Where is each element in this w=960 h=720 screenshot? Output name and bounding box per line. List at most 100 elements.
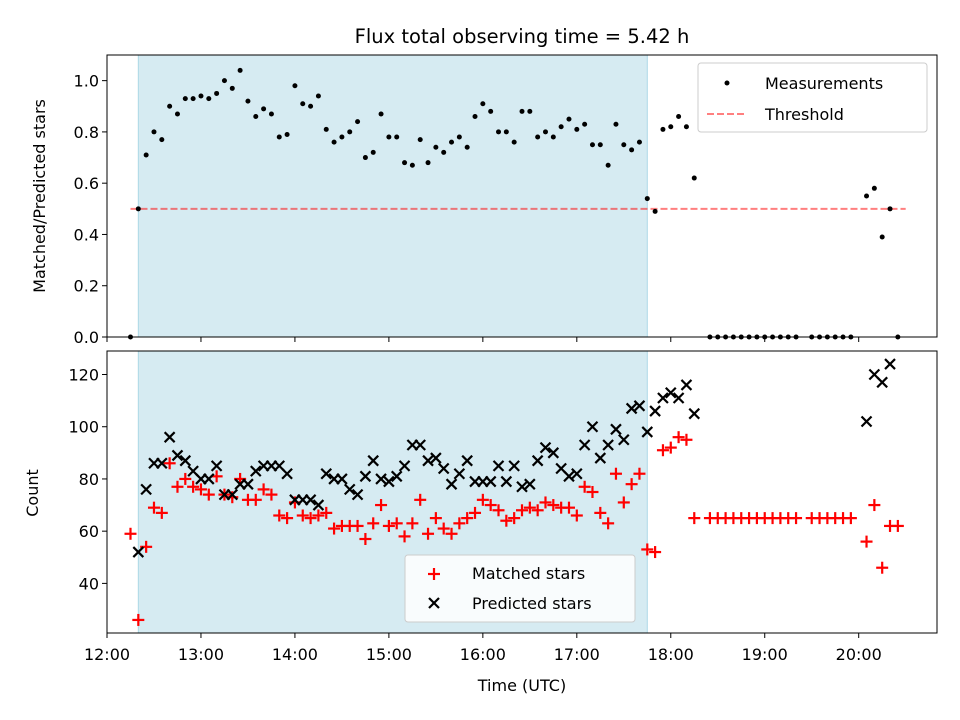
matched-point <box>484 499 497 512</box>
top-axes-frame <box>106 54 938 338</box>
measurement-point <box>214 90 220 96</box>
measurement-point <box>574 126 580 132</box>
predicted-point <box>563 470 575 483</box>
predicted-point <box>171 449 184 462</box>
predicted-point <box>672 392 685 404</box>
predicted-point <box>163 431 176 443</box>
measurement-point <box>456 134 462 140</box>
top-shaded-interval <box>137 54 648 338</box>
predicted-point <box>179 454 192 467</box>
measurement-point <box>323 126 329 132</box>
measurement-point <box>143 152 149 158</box>
matched-point <box>414 493 427 506</box>
predicted-point <box>492 460 505 472</box>
predicted-point <box>351 488 364 501</box>
matched-point <box>367 517 380 530</box>
predicted-point <box>453 467 466 480</box>
measurement-point <box>676 114 682 120</box>
measurement-point <box>519 108 525 114</box>
matched-point <box>390 517 403 530</box>
predicted-point <box>398 460 411 472</box>
measurement-point <box>245 98 251 104</box>
bottom-y-axis-label: Count <box>23 469 42 517</box>
predicted-point <box>657 392 669 404</box>
measurement-point <box>292 83 298 89</box>
measurement-point <box>308 103 314 109</box>
matched-point <box>844 512 857 525</box>
predicted-point <box>578 439 591 451</box>
matched-point <box>437 522 450 535</box>
predicted-point <box>625 402 638 415</box>
measurement-point <box>276 134 282 140</box>
matched-point <box>351 519 364 532</box>
chart-title: Flux total observing time = 5.42 h <box>355 25 690 48</box>
top-legend-box <box>697 62 928 133</box>
y-tick-label: 100 <box>68 418 99 437</box>
measurement-point <box>229 85 235 91</box>
matched-point <box>296 509 309 522</box>
measurement-point <box>629 147 635 153</box>
measurement-point <box>347 129 353 135</box>
predicted-point <box>524 478 536 490</box>
bottom-panel: 40 60 80 100 120 12:00 13:00 14:00 15:00 16:00 17… <box>23 350 938 695</box>
legend-threshold-label: Threshold <box>764 105 844 124</box>
y-tick-label: 60 <box>79 522 99 541</box>
predicted-point <box>422 454 434 467</box>
measurement-point <box>871 185 877 191</box>
measurement-point <box>683 124 689 130</box>
measurement-point <box>284 131 290 137</box>
predicted-point <box>336 473 348 485</box>
y-tick-label: 0.0 <box>74 328 99 347</box>
bottom-x-axis: 12:00 13:00 14:00 15:00 16:00 17:00 18:00 19:00… <box>84 633 882 664</box>
measurement-point <box>636 139 642 145</box>
measurement-point <box>511 139 517 145</box>
x-tick-label: 13:00 <box>178 645 224 664</box>
legend-matched-marker <box>428 568 440 580</box>
bottom-legend-box <box>404 554 636 623</box>
measurement-point <box>159 137 165 143</box>
matched-point <box>445 527 458 540</box>
matched-point <box>672 431 685 444</box>
measurement-point <box>496 129 502 135</box>
y-tick-label: 80 <box>79 470 99 489</box>
matched-point <box>516 504 528 517</box>
predicted-point <box>437 462 450 475</box>
matched-point <box>179 472 192 485</box>
predicted-point <box>445 478 458 490</box>
measurement-point <box>386 134 392 140</box>
matched-point <box>860 535 873 548</box>
predicted-point <box>242 478 254 490</box>
predicted-point <box>539 441 552 454</box>
predicted-point <box>884 358 896 370</box>
predicted-point <box>203 473 215 485</box>
predicted-point <box>610 423 622 436</box>
matched-point <box>876 561 889 574</box>
matched-point <box>320 506 333 519</box>
top-y-axis-label: Matched/Predicted stars <box>30 99 49 293</box>
measurement-point <box>550 134 556 140</box>
measurement-point <box>190 96 196 102</box>
predicted-point <box>602 439 614 451</box>
predicted-point <box>375 473 387 485</box>
predicted-point <box>508 460 520 472</box>
measurement-point <box>135 206 141 212</box>
matched-point <box>562 501 575 514</box>
matched-point <box>578 480 591 493</box>
measurement-point <box>253 114 259 120</box>
measurement-point <box>433 144 439 150</box>
legend-measurements-label: Measurements <box>765 74 883 93</box>
matched-point <box>868 499 881 512</box>
top-y-axis: 0.0 0.2 0.4 0.6 0.8 1.0 <box>74 72 107 347</box>
x-tick-label: 12:00 <box>84 645 130 664</box>
matched-point <box>406 517 419 530</box>
legend-measurements-marker <box>724 80 730 86</box>
top-legend: Measurements Threshold <box>697 62 928 133</box>
predicted-point <box>500 475 513 488</box>
measurement-point <box>887 206 893 212</box>
matched-point <box>257 483 270 496</box>
measurement-point <box>449 139 455 145</box>
predicted-point <box>531 454 544 467</box>
measurement-point <box>527 108 533 114</box>
measurement-point <box>409 162 415 168</box>
matched-point <box>664 441 677 454</box>
